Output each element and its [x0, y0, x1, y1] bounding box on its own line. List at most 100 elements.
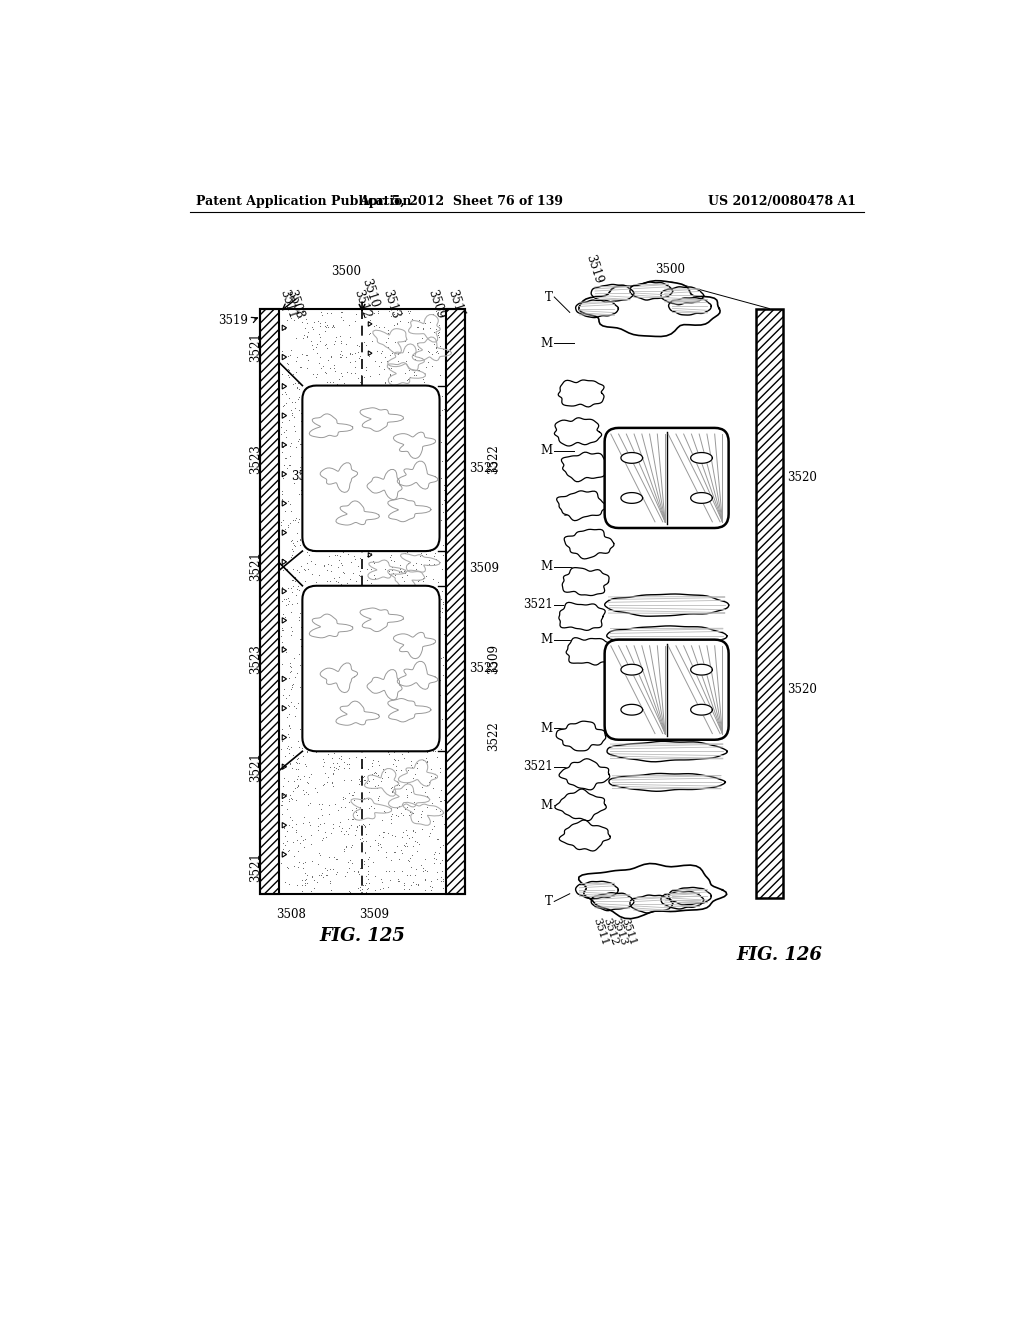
- Point: [286, 696, 302, 717]
- Point: [309, 492, 326, 513]
- Point: [358, 704, 375, 725]
- Point: [383, 528, 399, 549]
- Point: [300, 624, 316, 645]
- Point: [372, 579, 388, 601]
- Point: [427, 841, 443, 862]
- Point: [291, 462, 307, 483]
- Point: [396, 879, 413, 900]
- Point: [366, 627, 382, 648]
- Point: [375, 878, 391, 899]
- Point: [414, 605, 430, 626]
- Point: [340, 528, 356, 549]
- Point: [359, 759, 376, 780]
- Point: [342, 569, 358, 590]
- Point: [418, 711, 434, 733]
- Point: [393, 719, 410, 741]
- Point: [314, 409, 331, 430]
- Point: [378, 389, 394, 411]
- Point: [351, 548, 368, 569]
- Point: [419, 678, 435, 700]
- Point: [293, 403, 309, 424]
- Point: [396, 799, 413, 820]
- Point: [428, 318, 444, 339]
- Point: [422, 467, 438, 488]
- Point: [383, 777, 399, 799]
- Point: [391, 446, 408, 467]
- Point: [359, 719, 376, 741]
- Point: [378, 528, 394, 549]
- Point: [307, 726, 324, 747]
- Point: [274, 590, 291, 611]
- Point: [348, 512, 365, 533]
- Point: [345, 545, 361, 566]
- Point: [309, 310, 326, 331]
- Point: [435, 647, 452, 668]
- Point: [312, 628, 329, 649]
- Point: [326, 756, 342, 777]
- Point: [362, 589, 379, 610]
- Point: [311, 721, 328, 742]
- Point: [369, 403, 385, 424]
- Point: [386, 342, 402, 363]
- Point: [419, 454, 435, 475]
- Point: [370, 577, 386, 598]
- Point: [340, 624, 356, 645]
- Point: [308, 620, 325, 642]
- Point: [303, 503, 319, 524]
- Point: [303, 387, 319, 408]
- Point: [331, 414, 347, 436]
- Point: [415, 491, 431, 512]
- Point: [285, 532, 301, 553]
- Point: [365, 851, 381, 873]
- Point: [326, 684, 342, 705]
- Point: [383, 655, 399, 676]
- Point: [297, 754, 313, 775]
- Point: [322, 696, 338, 717]
- Point: [409, 496, 425, 517]
- Point: [423, 598, 439, 619]
- Point: [397, 428, 414, 449]
- Point: [381, 564, 397, 585]
- Point: [343, 513, 359, 535]
- Point: [404, 597, 421, 618]
- Point: [313, 714, 330, 735]
- Point: [378, 734, 394, 755]
- Point: [378, 861, 394, 882]
- Point: [326, 358, 342, 379]
- Point: [357, 521, 374, 543]
- Point: [403, 628, 420, 649]
- Point: [389, 512, 406, 533]
- Point: [330, 602, 346, 623]
- Point: [339, 362, 355, 383]
- Point: [420, 442, 436, 463]
- Point: [366, 630, 382, 651]
- Point: [335, 787, 351, 808]
- Point: [374, 519, 390, 540]
- Point: [359, 414, 376, 436]
- Point: [411, 380, 427, 401]
- Point: [307, 436, 324, 457]
- Point: [419, 676, 435, 697]
- Point: [307, 418, 324, 440]
- Point: [370, 671, 386, 692]
- Point: [394, 725, 411, 746]
- Point: [315, 355, 332, 376]
- Point: [328, 405, 344, 426]
- Point: [433, 779, 450, 800]
- Point: [388, 477, 404, 498]
- Point: [427, 676, 443, 697]
- Point: [399, 631, 416, 652]
- Point: [272, 515, 289, 536]
- Point: [425, 466, 441, 487]
- Point: [416, 861, 432, 882]
- Point: [378, 455, 394, 477]
- Point: [433, 385, 450, 407]
- Polygon shape: [555, 789, 606, 821]
- Point: [389, 401, 406, 422]
- Point: [387, 642, 403, 663]
- Point: [316, 737, 333, 758]
- Point: [389, 659, 406, 680]
- Point: [426, 378, 442, 399]
- Point: [372, 498, 388, 519]
- Point: [351, 479, 368, 500]
